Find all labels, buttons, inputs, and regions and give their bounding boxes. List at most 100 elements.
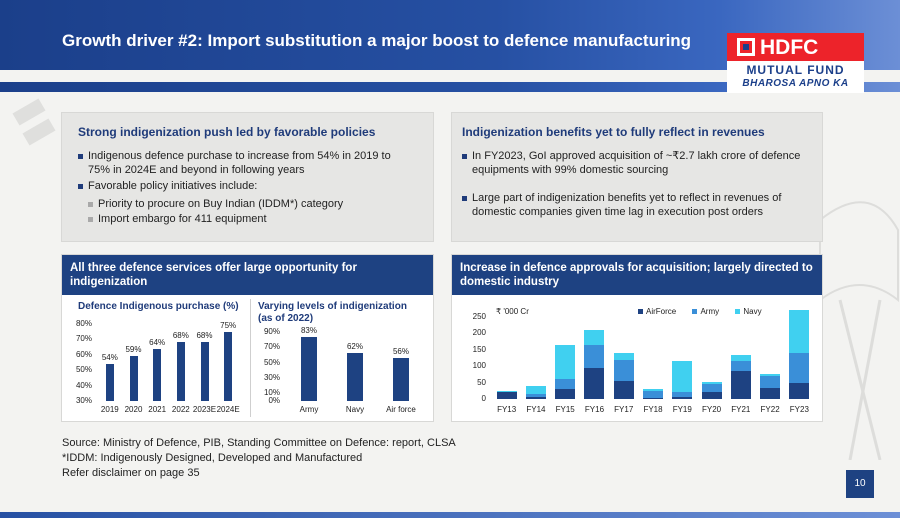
defence-services-chart-panel: All three defence services offer large o… [61, 254, 434, 422]
x-tick-label: Air force [386, 405, 416, 414]
bullet-text: In FY2023, GoI approved acquisition of ~… [472, 150, 801, 176]
y-tick-label: 100 [472, 361, 486, 371]
bar [224, 331, 233, 401]
defence-approvals-chart-panel: Increase in defence approvals for acquis… [451, 254, 823, 422]
bar-segment [643, 398, 663, 399]
y-tick-label: 50% [263, 357, 280, 367]
bar-segment [789, 310, 810, 354]
chart-panel-header: Increase in defence approvals for acquis… [452, 255, 822, 295]
y-tick-label: 70% [263, 342, 280, 352]
legend-item: Navy [735, 307, 762, 316]
chart-legend: AirForce Army Navy [638, 307, 762, 316]
bar [200, 342, 209, 401]
bar-data-label: 54% [101, 353, 118, 363]
x-tick-label: FY16 [584, 405, 605, 414]
y-tick-label: 0% [268, 396, 280, 405]
x-tick-label: FY20 [701, 405, 722, 414]
bar-data-label: 59% [125, 345, 142, 355]
bar-segment [584, 367, 605, 399]
indigenization-policy-panel: Strong indigenization push led by favora… [61, 112, 434, 242]
sub-bullet-square-icon [88, 202, 93, 207]
bar-segment [584, 344, 605, 368]
sub-bullet-text: Import embargo for 411 equipment [98, 213, 267, 225]
x-tick-label: Army [299, 405, 319, 414]
disclaimer-note: Refer disclaimer on page 35 [62, 467, 200, 479]
chart-title: Varying levels of indigenization (as of … [258, 301, 407, 324]
legend-swatch [735, 309, 741, 315]
logo-square-icon [737, 38, 755, 56]
bar-segment [730, 354, 751, 362]
bar-segment [613, 353, 634, 360]
bar-segment [555, 344, 576, 380]
x-tick-label: FY21 [731, 405, 751, 414]
bar-segment [672, 392, 693, 398]
legend-label: Navy [743, 307, 762, 316]
bar-segment [760, 374, 781, 377]
legend-label: AirForce [646, 307, 677, 316]
x-tick-label: 2023E [192, 405, 217, 414]
x-tick-label: FY15 [555, 405, 575, 414]
bar-segment [789, 353, 810, 383]
bar-segment [613, 359, 634, 381]
bar-data-label: 68% [172, 331, 189, 341]
bar-segment [672, 397, 693, 399]
bullet-square-icon [462, 154, 467, 159]
bottom-band [0, 512, 900, 518]
bar-data-label: 56% [392, 347, 409, 357]
x-tick-label: FY17 [614, 405, 634, 414]
bar-data-label: 83% [300, 326, 317, 336]
bar-data-label: 62% [346, 342, 363, 352]
chart-panel-header: All three defence services offer large o… [62, 255, 433, 295]
radar-dish-icon [819, 201, 899, 460]
x-tick-label: FY14 [526, 405, 546, 414]
y-tick-label: 70% [75, 334, 92, 344]
source-note: Source: Ministry of Defence, PIB, Standi… [62, 437, 456, 449]
x-tick-label: FY18 [643, 405, 663, 414]
bar-segment [584, 330, 605, 345]
bar [153, 348, 162, 401]
bar [105, 364, 114, 401]
x-tick-label: 2024E [216, 405, 240, 414]
x-tick-label: FY22 [760, 405, 780, 414]
x-tick-label: 2022 [171, 405, 190, 414]
bar-segment [525, 394, 546, 398]
bar-segment [760, 376, 781, 388]
bar [347, 353, 363, 401]
legend-item: Army [692, 307, 719, 316]
bar [393, 358, 409, 401]
y-tick-label: 200 [472, 328, 486, 338]
bar-segment [496, 392, 517, 399]
bar-data-label: 75% [220, 320, 237, 330]
bar-segment [643, 389, 663, 391]
y-tick-label: 50% [75, 365, 92, 375]
bullet-text: Indigenous defence purchase to increase … [88, 150, 391, 176]
y-tick-label: 90% [263, 327, 280, 336]
y-tick-label: 40% [75, 380, 92, 390]
satellite-icon [12, 98, 56, 146]
bullet-square-icon [78, 154, 83, 159]
y-tick-label: 250 [472, 312, 486, 321]
y-tick-label: 150 [472, 344, 486, 354]
bar-segment [525, 385, 546, 395]
panel-title: Indigenization benefits yet to fully ref… [462, 125, 765, 139]
bar-data-label: 64% [149, 337, 166, 347]
iddm-footnote: *IDDM: Indigenously Designed, Developed … [62, 452, 363, 464]
unit-label: ₹ '000 Cr [496, 307, 529, 316]
page-title: Growth driver #2: Import substitution a … [62, 31, 692, 50]
panel-title: Strong indigenization push led by favora… [78, 125, 376, 139]
y-tick-label: 30% [75, 396, 92, 405]
bullet-text: Favorable policy initiatives include: [88, 180, 258, 192]
bar-data-label: 68% [196, 331, 213, 341]
page-number: 10 [846, 470, 874, 498]
bar [301, 337, 317, 401]
chart-divider [250, 299, 251, 417]
logo-red-band [727, 33, 864, 61]
x-tick-label: 2019 [100, 405, 119, 414]
bar-segment [730, 371, 751, 399]
bar-segment [730, 361, 751, 372]
x-tick-label: Navy [345, 405, 365, 414]
bullet-square-icon [462, 196, 467, 201]
logo-tagline: BHAROSA APNO KA [742, 78, 849, 89]
bar-segment [701, 392, 722, 399]
y-tick-label: 80% [75, 319, 92, 328]
